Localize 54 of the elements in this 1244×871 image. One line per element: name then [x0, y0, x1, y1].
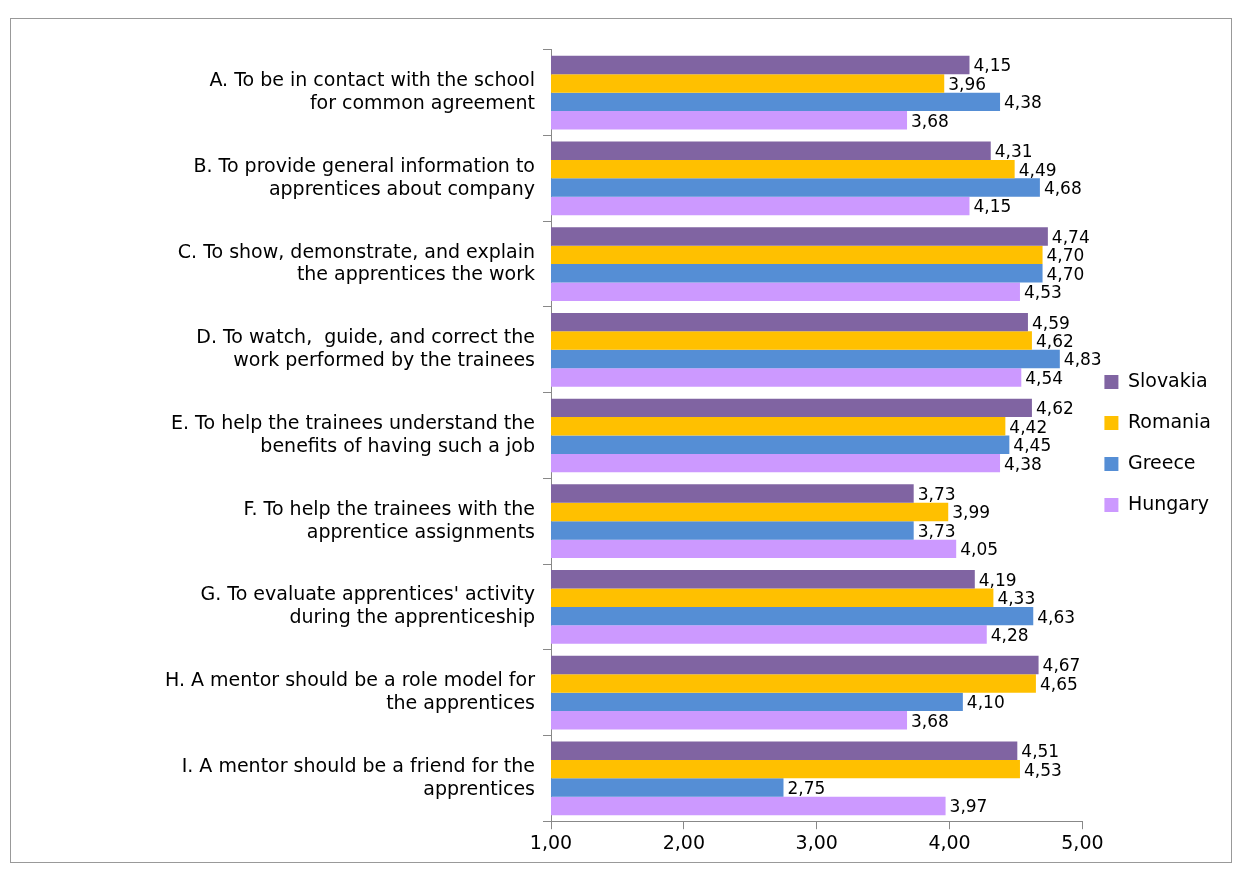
data-label: 4,45 [1013, 435, 1052, 456]
data-label: 4,70 [1046, 263, 1085, 284]
legend-label: Romania [1127, 409, 1212, 432]
y-tick-label: H. A mentor should be a role model for the apprentices [164, 668, 536, 713]
x-tick-label: 5,00 [1061, 830, 1104, 853]
data-label: 4,15 [973, 55, 1012, 76]
data-label: 4,53 [1023, 282, 1062, 303]
legend-label: Slovakia [1127, 368, 1208, 391]
y-tick-label: I. A mentor should be a friend for the apprentices [181, 753, 535, 799]
y-tick-label: F. To help the trainees with the apprentice assignments [243, 496, 535, 542]
data-label: 4,38 [1004, 453, 1042, 474]
data-label: 4,28 [990, 624, 1029, 645]
data-label: 3,73 [917, 483, 956, 504]
legend-label: Hungary [1127, 491, 1210, 514]
data-label: 4,54 [1025, 367, 1064, 388]
data-label: 4,68 [1043, 178, 1082, 198]
data-label: 3,97 [949, 796, 988, 817]
data-label: 4,67 [1042, 655, 1081, 676]
data-label: 3,99 [952, 502, 991, 523]
data-label: 4,63 [1037, 606, 1076, 627]
x-tick-label: 2,00 [662, 830, 706, 853]
data-label: 4,70 [1046, 245, 1085, 266]
x-tick-label: 3,00 [795, 830, 838, 853]
y-tick-label: D. To watch, guide, and correct the work performed by the trainees [196, 325, 535, 371]
data-label: 4,38 [1004, 92, 1042, 113]
data-label: 4,83 [1063, 349, 1102, 370]
data-label: 4,31 [994, 141, 1033, 162]
data-label: 4,74 [1051, 226, 1090, 247]
data-label: 4,33 [997, 588, 1036, 609]
data-label: 4,05 [960, 539, 999, 560]
data-label: 3,73 [917, 520, 956, 541]
data-label: 4,42 [1009, 416, 1048, 437]
data-label: 3,96 [948, 73, 987, 94]
data-label: 4,15 [973, 196, 1012, 217]
legend-label: Greece [1127, 450, 1196, 473]
x-tick-label: 1,00 [529, 830, 573, 853]
data-label: 4,49 [1018, 159, 1057, 180]
data-label: 2,75 [787, 777, 826, 798]
data-label: 4,59 [1031, 312, 1070, 333]
data-label: 3,68 [911, 710, 949, 731]
data-label: 4,10 [966, 692, 1005, 713]
data-label: 4,65 [1039, 673, 1078, 694]
data-label: 4,62 [1035, 398, 1074, 419]
y-tick-label: B. To provide general information to apprentices about company [193, 153, 535, 199]
x-tick-label: 4,00 [928, 830, 971, 853]
data-label: 3,68 [911, 110, 949, 131]
y-tick-label: G. To evaluate apprentices' activity during the apprenticeship [200, 582, 535, 628]
y-tick-label: A. To be in contact with the school for common agreement [209, 68, 535, 113]
y-tick-label: C. To show, demonstrate, and explain the apprentices the work [177, 239, 535, 285]
data-label: 4,19 [978, 569, 1017, 590]
data-label: 4,53 [1023, 759, 1062, 780]
y-tick-label: E. To help the trainees understand the benefits of having such a job [171, 411, 535, 456]
data-label: 4,62 [1035, 331, 1074, 351]
data-label: 4,51 [1021, 741, 1060, 762]
